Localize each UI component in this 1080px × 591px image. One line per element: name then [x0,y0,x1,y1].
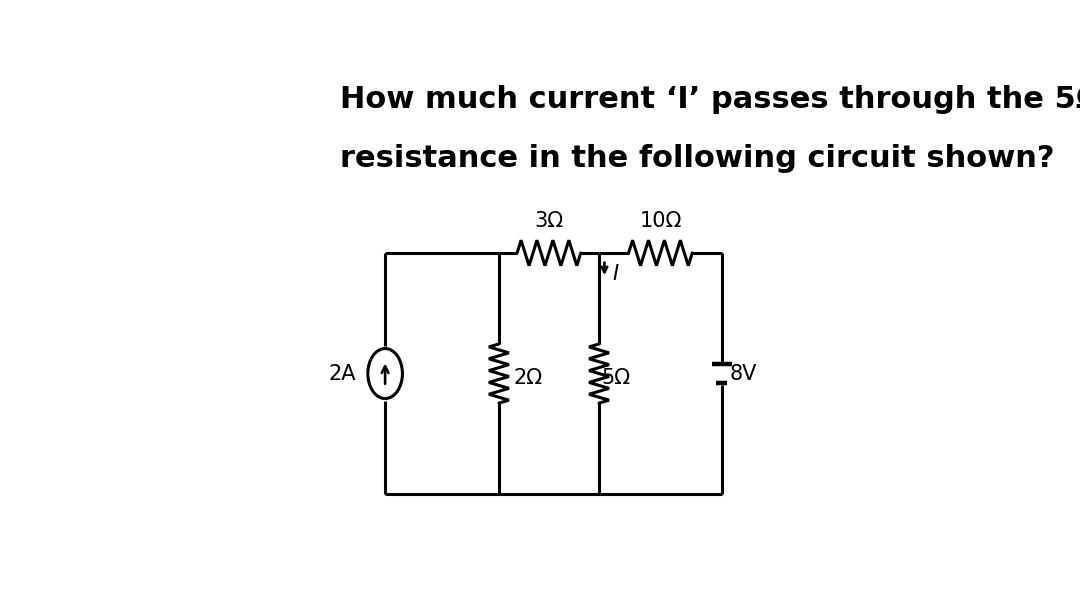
Text: resistance in the following circuit shown?: resistance in the following circuit show… [339,144,1054,173]
Text: 10Ω: 10Ω [639,211,681,231]
Text: 2Ω: 2Ω [514,368,543,388]
Text: I: I [612,264,619,284]
Text: 8V: 8V [730,363,757,384]
Text: 3Ω: 3Ω [535,211,564,231]
Text: 5Ω: 5Ω [602,368,631,388]
Text: How much current ‘I’ passes through the 5Ω: How much current ‘I’ passes through the … [339,85,1080,113]
Text: 2A: 2A [329,363,356,384]
